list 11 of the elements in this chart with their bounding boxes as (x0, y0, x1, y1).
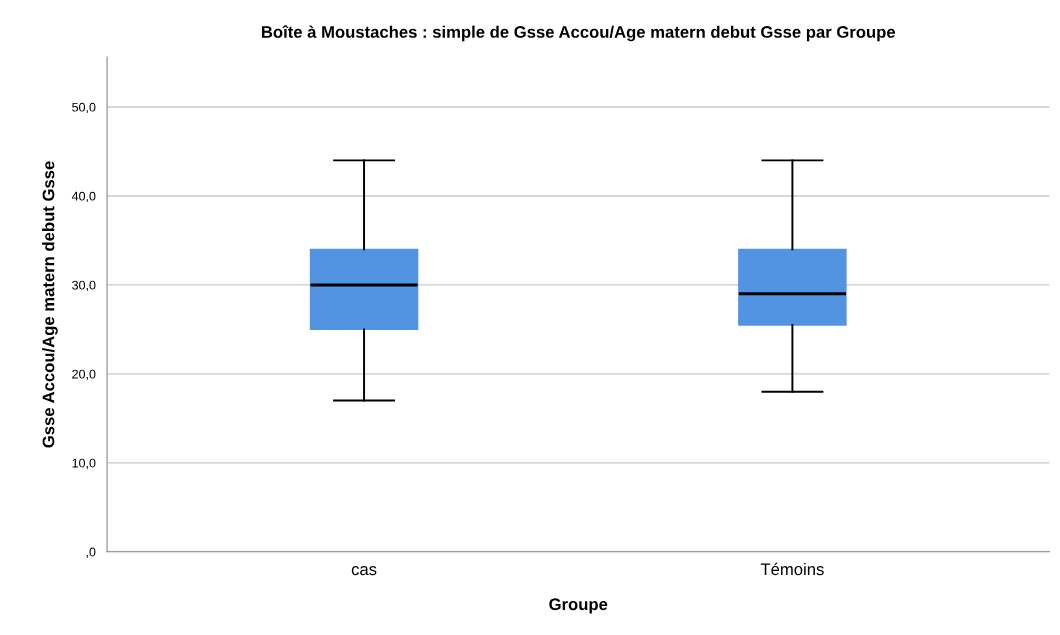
y-tick-label: 40,0 (71, 191, 96, 203)
y-tick-label: 20,0 (72, 369, 96, 381)
x-tick-label: Témoins (760, 562, 824, 576)
chart-title: Boîte à Moustaches : simple de Gsse Accou/Age matern debut Gsse par Groupe (262, 25, 896, 42)
y-tick-label: 10,0 (72, 458, 96, 469)
y-tick-label: ,0 (86, 547, 96, 558)
y-tick-label: 50,0 (72, 102, 96, 114)
y-tick-label: 30,0 (72, 280, 96, 292)
y-axis-title: Gsse Accou/Age matern debut Gsse (42, 161, 58, 448)
x-axis-title: Groupe (549, 598, 608, 614)
x-tick-label: cas (351, 566, 377, 576)
